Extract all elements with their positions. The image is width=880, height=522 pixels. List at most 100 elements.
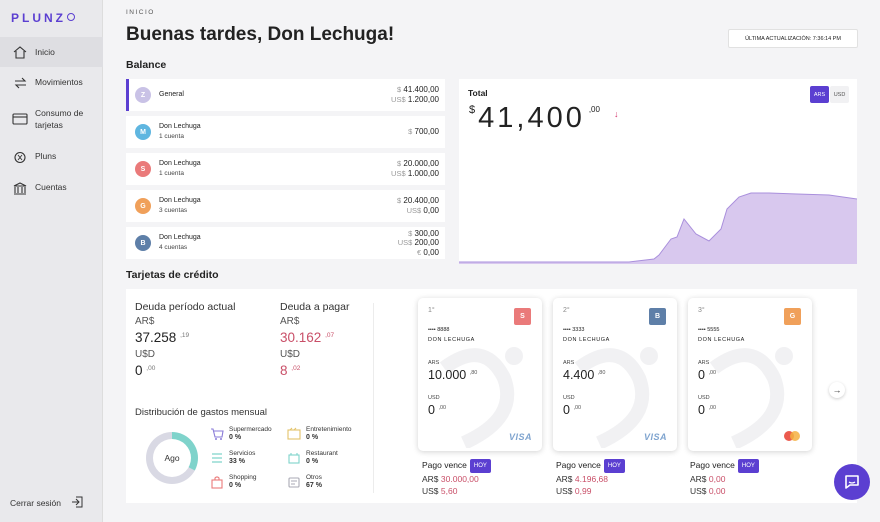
card-2-due: Pago vence HOY AR$ 4.196,68 US$ 0,99 (556, 459, 625, 497)
avatar: S (135, 161, 151, 177)
account-row-g[interactable]: G Don Lechuga 3 cuentas $ 20.400,00 US$ 0… (126, 190, 445, 222)
account-amounts: $ 20.400,00 US$ 0,00 (397, 196, 439, 215)
currency-toggle-usd[interactable]: USD (830, 86, 849, 103)
logout-button[interactable]: Cerrar sesión (10, 496, 83, 510)
account-amounts: $ 20.000,00 US$ 1.000,00 (391, 159, 439, 178)
card-holder: DON LECHUGA (698, 337, 745, 343)
card-watermark (439, 347, 523, 448)
card-holder: DON LECHUGA (563, 337, 610, 343)
due-today-badge: HOY (469, 459, 491, 473)
card-index: 2° (563, 307, 570, 314)
current-usd-label: U$D (135, 349, 156, 360)
account-sub: 3 cuentas (159, 207, 188, 214)
account-row-m[interactable]: M Don Lechuga 1 cuenta $ 700,00 (126, 116, 445, 148)
account-row-s[interactable]: S Don Lechuga 1 cuenta $ 20.000,00 US$ 1.… (126, 153, 445, 185)
category-restaurant: Restaurant 0 % (287, 450, 338, 466)
balance-history-chart (459, 192, 857, 264)
credit-panel: Deuda período actual AR$ 37.258 ,19 U$D … (126, 289, 857, 503)
account-name: Don Lechuga (159, 160, 201, 167)
due-ars-label: AR$ (280, 316, 300, 327)
card-index: 1° (428, 307, 435, 314)
avatar: Z (135, 87, 151, 103)
avatar: G (135, 198, 151, 214)
total-label: Total (468, 88, 488, 98)
nav-item-cuentas[interactable]: Cuentas (0, 181, 103, 195)
card-index: 3° (698, 307, 705, 314)
card-holder: DON LECHUGA (428, 337, 475, 343)
card-ars-value: 4.400 ,80 (563, 368, 606, 382)
balance-title: Balance (126, 59, 167, 71)
card-badge: B (649, 308, 666, 325)
account-row-general[interactable]: Z General $ 41.400,00 US$ 1.200,00 (126, 79, 445, 111)
card-ars-label: ARS (698, 360, 710, 366)
avatar: B (135, 235, 151, 251)
category-supermercado: Supermercado 0 % (210, 426, 272, 442)
currency-toggle-ars[interactable]: ARS (810, 86, 829, 103)
current-debt-label: Deuda período actual (135, 301, 236, 313)
account-sub: 1 cuenta (159, 133, 184, 140)
card-watermark (709, 347, 793, 448)
avatar: M (135, 124, 151, 140)
balance-area (459, 193, 857, 264)
bank-icon (12, 181, 28, 195)
nav-item-movimientos[interactable]: Movimientos (0, 76, 103, 90)
card-badge: S (514, 308, 531, 325)
due-debt-label: Deuda a pagar (280, 301, 350, 313)
card-icon (12, 112, 28, 126)
distribution-title: Distribución de gastos mensual (135, 407, 268, 418)
nav-item-inicio[interactable]: Inicio (0, 37, 103, 67)
credit-title: Tarjetas de crédito (126, 269, 219, 281)
due-usd-label: U$D (280, 349, 301, 360)
account-name: Don Lechuga (159, 197, 201, 204)
due-usd-value: 8 ,02 (280, 363, 301, 378)
next-cards-button[interactable]: → (829, 382, 845, 398)
sidebar: PLUNZ Inicio Movimientos Consumo de tarj… (0, 0, 103, 522)
card-badge: G (784, 308, 801, 325)
account-row-b[interactable]: B Don Lechuga 4 cuentas $ 300,00 US$ 200,… (126, 227, 445, 259)
card-number: •••• 5555 (698, 327, 720, 333)
account-amounts: $ 300,00 US$ 200,00 € 0,00 (397, 228, 439, 257)
card-usd-value: 0 ,00 (428, 403, 447, 417)
last-update-badge: ÚLTIMA ACTUALIZACIÓN: 7:36:14 PM (728, 29, 858, 48)
category-entretenimiento: Entretenimiento 0 % (287, 426, 352, 442)
plunz-logo[interactable]: PLUNZ (11, 11, 75, 25)
other-icon (288, 477, 300, 488)
current-usd-value: 0 ,00 (135, 363, 156, 378)
account-amounts: $ 41.400,00 US$ 1.200,00 (391, 85, 439, 104)
trend-down-icon: ↓ (613, 109, 619, 119)
credit-card-1[interactable]: 1° S •••• 8888 DON LECHUGA ARS 10.000 ,8… (418, 298, 542, 451)
account-sub: 1 cuenta (159, 170, 184, 177)
page-title: Buenas tardes, Don Lechuga! (126, 24, 395, 45)
breadcrumb: INICIO (126, 9, 155, 16)
credit-card-2[interactable]: 2° B •••• 3333 DON LECHUGA ARS 4.400 ,80… (553, 298, 677, 451)
category-otros: Otros 67 % (287, 474, 322, 490)
card-1-due: Pago vence HOY AR$ 30.000,00 US$ 5,60 (422, 459, 491, 497)
account-name: General (159, 91, 184, 98)
card-ars-value: 10.000 ,80 (428, 368, 478, 382)
donut-center-label: Ago (153, 439, 191, 477)
divider (373, 303, 374, 493)
card-ars-value: 0 ,00 (698, 368, 717, 382)
chat-button[interactable] (834, 464, 870, 500)
due-today-badge: HOY (737, 459, 759, 473)
credit-card-3[interactable]: 3° G •••• 5555 DON LECHUGA ARS 0 ,00 USD… (688, 298, 812, 451)
logout-icon (71, 496, 83, 510)
card-number: •••• 3333 (563, 327, 585, 333)
nav-item-pluns[interactable]: Pluns (0, 150, 103, 164)
card-3-due: Pago vence HOY AR$ 0,00 US$ 0,00 (690, 459, 759, 497)
ticket-icon (287, 427, 301, 440)
bag-icon (211, 476, 223, 489)
card-usd-label: USD (563, 395, 575, 401)
card-number: •••• 8888 (428, 327, 450, 333)
account-amounts: $ 700,00 (408, 127, 439, 136)
home-icon (12, 45, 28, 59)
balance-line (459, 192, 857, 263)
total-panel: Total $ 41,400 ,00 ↓ ARS USD (459, 79, 857, 264)
category-shopping: Shopping 0 % (210, 474, 256, 490)
nav-item-consumo[interactable]: Consumo de tarjetas (0, 107, 103, 131)
spending-donut-chart[interactable]: Ago (146, 432, 198, 484)
account-name: Don Lechuga (159, 123, 201, 130)
due-ars-value: 30.162 ,07 (280, 330, 335, 345)
card-watermark (574, 347, 658, 448)
current-ars-label: AR$ (135, 316, 155, 327)
